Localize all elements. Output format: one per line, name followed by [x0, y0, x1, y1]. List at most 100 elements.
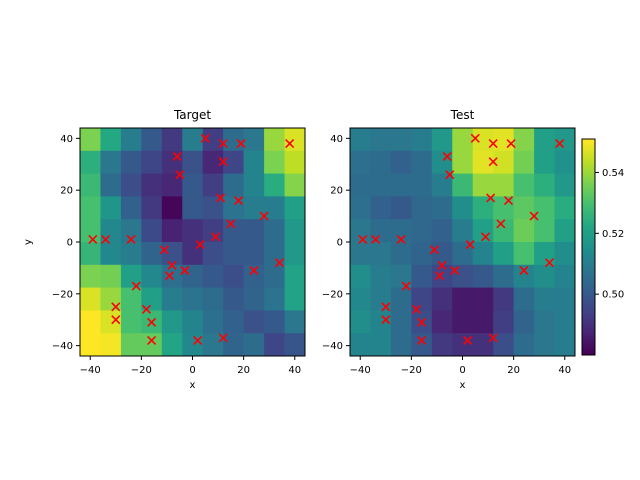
marker-stroke: [411, 304, 422, 314]
colorbar-segment: [582, 305, 595, 308]
marker-stroke: [529, 211, 539, 221]
marker-x: [429, 245, 439, 255]
marker-x: [131, 281, 141, 291]
heatmap-cell: [120, 219, 142, 243]
x-tick-label: 0: [459, 365, 465, 376]
heatmap-cell: [390, 333, 412, 357]
heatmap-cell: [513, 333, 535, 357]
heatmap-cell: [390, 150, 412, 175]
heatmap-cell: [182, 333, 204, 357]
marker-stroke: [555, 138, 565, 149]
colorbar-segment: [582, 205, 595, 208]
heatmap-cell: [202, 287, 224, 311]
heatmap-cell: [431, 242, 453, 266]
marker-stroke: [101, 234, 111, 244]
marker-x: [195, 240, 205, 250]
heatmap-cell: [243, 219, 265, 243]
marker-stroke: [236, 138, 246, 149]
marker-x: [529, 211, 539, 221]
marker-stroke: [88, 234, 98, 244]
y-tick-label: 40: [60, 134, 73, 145]
colorbar-segment: [582, 261, 595, 264]
colorbar-segment: [582, 279, 595, 282]
colorbar-segment: [582, 353, 595, 356]
marker-stroke: [218, 157, 228, 167]
heatmap-cell: [80, 242, 101, 266]
colorbar-segment: [582, 141, 595, 144]
marker-stroke: [488, 138, 498, 149]
x-tick-label: 0: [189, 365, 195, 376]
colorbar-segment: [582, 217, 595, 220]
marker-x: [274, 258, 284, 268]
colorbar-segment: [582, 323, 595, 326]
colorbar-segment: [582, 295, 595, 298]
marker-stroke: [450, 265, 460, 276]
heatmap-cell: [472, 264, 494, 289]
heatmap-cell: [554, 150, 576, 175]
heatmap-cell: [534, 219, 556, 243]
colorbar-segment: [582, 203, 595, 206]
x-tick-label: 20: [507, 365, 520, 376]
marker-x: [544, 258, 554, 268]
heatmap-cell: [120, 287, 142, 311]
heatmap-cell: [264, 310, 286, 334]
heatmap-cell: [534, 264, 556, 289]
x-tick-label: 40: [288, 365, 301, 376]
heatmap-cell: [284, 150, 306, 175]
marker-x: [411, 304, 422, 314]
colorbar-segment: [582, 151, 595, 154]
heatmap-cell: [452, 333, 474, 357]
heatmap-cell: [100, 219, 122, 243]
marker-x: [180, 265, 190, 276]
colorbar-frame: [581, 138, 596, 356]
heatmap-cell: [80, 196, 101, 220]
marker-x: [200, 133, 210, 143]
heatmap-cell: [513, 287, 535, 311]
colorbar-segment: [582, 311, 595, 314]
heatmap-cell: [202, 173, 224, 197]
marker-x: [126, 234, 136, 244]
heatmap-cell: [350, 287, 371, 311]
heatmap-cell: [202, 333, 224, 357]
marker-x: [233, 195, 244, 206]
heatmap-cell: [243, 150, 265, 175]
heatmap-cell: [350, 128, 371, 152]
heatmap-cell: [284, 196, 306, 220]
x-tick-label: −20: [131, 365, 152, 376]
marker-stroke: [249, 265, 259, 276]
marker-stroke: [417, 317, 427, 327]
heatmap-cell: [390, 242, 412, 266]
heatmap-cell: [264, 196, 286, 220]
marker-x: [486, 193, 496, 203]
colorbar-segment: [582, 229, 595, 232]
colorbar-segment: [582, 143, 595, 146]
colorbar-segment: [582, 233, 595, 236]
heatmap-cell: [100, 242, 122, 266]
heatmap-cell: [223, 310, 245, 334]
marker-x: [111, 315, 121, 325]
heatmap-cell: [80, 287, 101, 311]
heatmap-cell: [390, 310, 412, 334]
colorbar-segment: [582, 277, 595, 280]
colorbar-segment: [582, 191, 595, 194]
heatmap-cell: [182, 128, 204, 152]
heatmap-cell: [554, 196, 576, 220]
marker-x: [147, 335, 157, 346]
heatmap-cell: [161, 287, 183, 311]
marker-stroke: [141, 304, 152, 314]
marker-x: [88, 234, 98, 244]
heatmap-cell: [120, 333, 142, 357]
marker-stroke: [506, 138, 516, 149]
colorbar-segment: [582, 189, 595, 192]
colorbar-segment: [582, 307, 595, 310]
heatmap-cell: [120, 173, 142, 197]
colorbar-segment: [582, 237, 595, 240]
marker-x: [465, 240, 475, 250]
heatmap-cell: [411, 173, 433, 197]
colorbar-segment: [582, 215, 595, 218]
marker-stroke: [519, 265, 529, 276]
marker-stroke: [216, 193, 226, 203]
marker-x: [381, 315, 391, 325]
heatmap-cell: [350, 196, 371, 220]
